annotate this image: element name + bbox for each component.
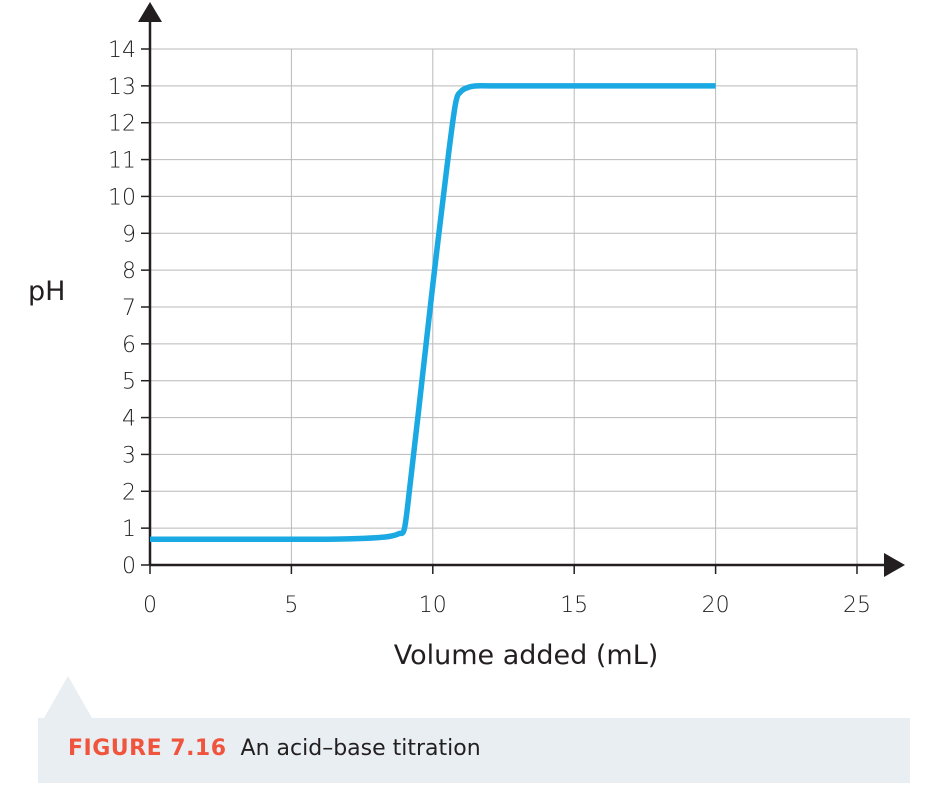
- x-tick-label: 25: [843, 593, 871, 618]
- y-tick-label: 6: [122, 333, 136, 358]
- y-tick-label: 0: [122, 554, 136, 579]
- y-tick-label: 11: [108, 149, 136, 174]
- x-tick-label: 20: [702, 593, 730, 618]
- y-tick-label: 13: [108, 75, 136, 100]
- x-tick-label: 15: [560, 593, 588, 618]
- grid: [150, 48, 858, 565]
- y-tick-label: 9: [122, 222, 136, 247]
- y-tick-label: 1: [122, 517, 136, 542]
- axes: [138, 2, 905, 577]
- y-tick-label: 7: [122, 296, 136, 321]
- x-axis-title: Volume added (mL): [394, 640, 659, 671]
- figure-caption: FIGURE 7.16 An acid–base titration: [38, 718, 910, 783]
- y-axis-arrow: [138, 2, 162, 22]
- x-tick-label: 0: [143, 593, 157, 618]
- figure-label: FIGURE 7.16: [68, 736, 227, 761]
- y-tick-label: 3: [122, 443, 136, 468]
- caption-text-row: FIGURE 7.16 An acid–base titration: [68, 736, 481, 761]
- titration-curve: [150, 83, 716, 542]
- y-tick-label: 14: [108, 38, 136, 63]
- caption-notch: [44, 676, 92, 718]
- y-axis-title: pH: [28, 276, 65, 307]
- series: [150, 83, 716, 542]
- y-tick-label: 2: [122, 480, 136, 505]
- y-tick-label: 5: [122, 370, 136, 395]
- y-tick-label: 10: [108, 185, 136, 210]
- x-tick-label: 10: [419, 593, 447, 618]
- x-axis-arrow: [884, 553, 905, 577]
- caption-description: An acid–base titration: [240, 736, 481, 761]
- y-tick-label: 8: [122, 259, 136, 284]
- y-tick-label: 4: [122, 407, 136, 432]
- x-tick-label: 5: [284, 593, 298, 618]
- y-tick-label: 12: [108, 112, 136, 137]
